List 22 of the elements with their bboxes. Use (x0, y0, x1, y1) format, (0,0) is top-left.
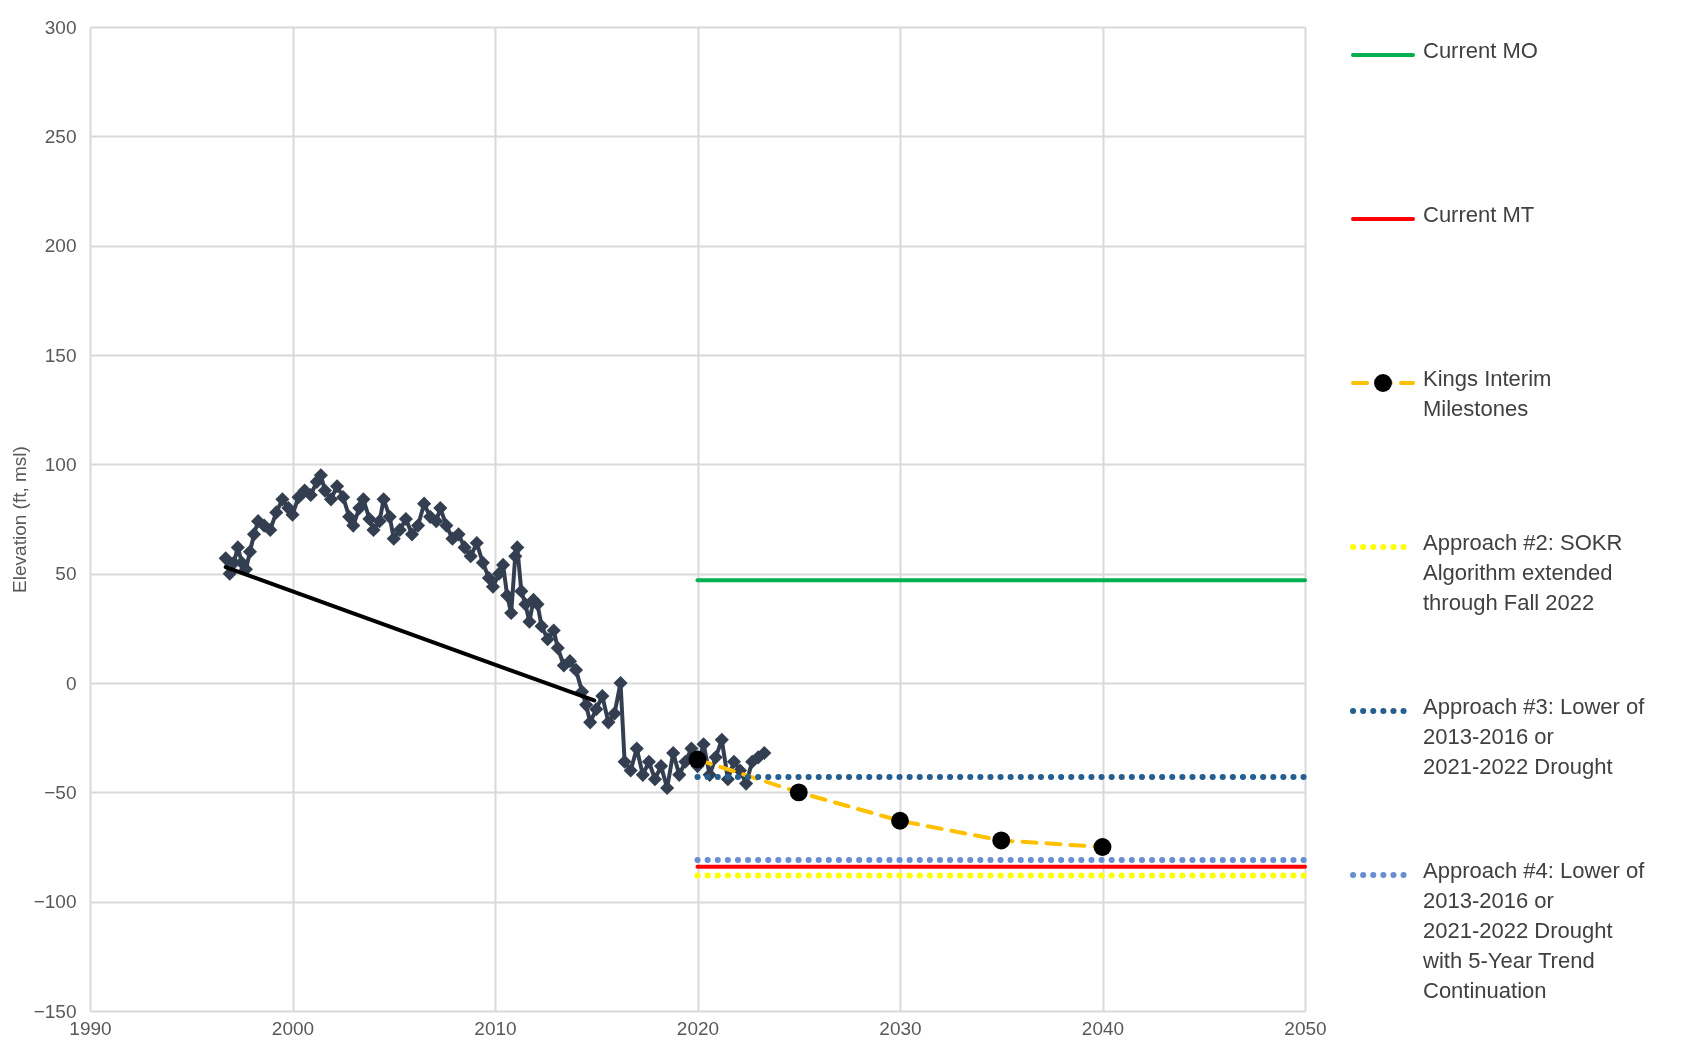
x-tick-label: 2050 (1284, 1017, 1327, 1039)
y-tick-label: 200 (44, 235, 77, 257)
y-tick-label: 150 (44, 344, 77, 366)
legend-label: Current MT (1423, 202, 1535, 227)
legend-label: Kings Interim Milestones (1423, 366, 1552, 421)
y-tick-label: 250 (44, 125, 77, 147)
legend-label: Approach #2: SOKR Algorithm extended through Fall 2022 (1423, 530, 1623, 615)
y-tick-label: 100 (44, 453, 77, 475)
legend-label: Current MO (1423, 38, 1538, 63)
y-axis-title: Elevation (ft, msl) (8, 446, 30, 593)
y-tick-label: 300 (44, 16, 77, 38)
x-tick-label: 2010 (474, 1017, 517, 1039)
x-tick-label: 2020 (676, 1017, 720, 1039)
legend-label: Approach #4: Lower of 2013-2016 or 2021-2022 Drought with 5-Year Trend Continuation (1422, 858, 1646, 1003)
y-tick-label: 0 (65, 672, 77, 694)
y-tick-label: −100 (33, 891, 77, 913)
y-tick-label: −50 (44, 781, 77, 803)
legend-label: Approach #3: Lower of 2013-2016 or 2021-2022 Drought (1423, 694, 1646, 779)
x-tick-label: 2000 (271, 1017, 315, 1039)
x-tick-label: 2030 (879, 1017, 922, 1039)
y-tick-label: 50 (55, 563, 77, 585)
x-tick-label: 2040 (1081, 1017, 1125, 1039)
